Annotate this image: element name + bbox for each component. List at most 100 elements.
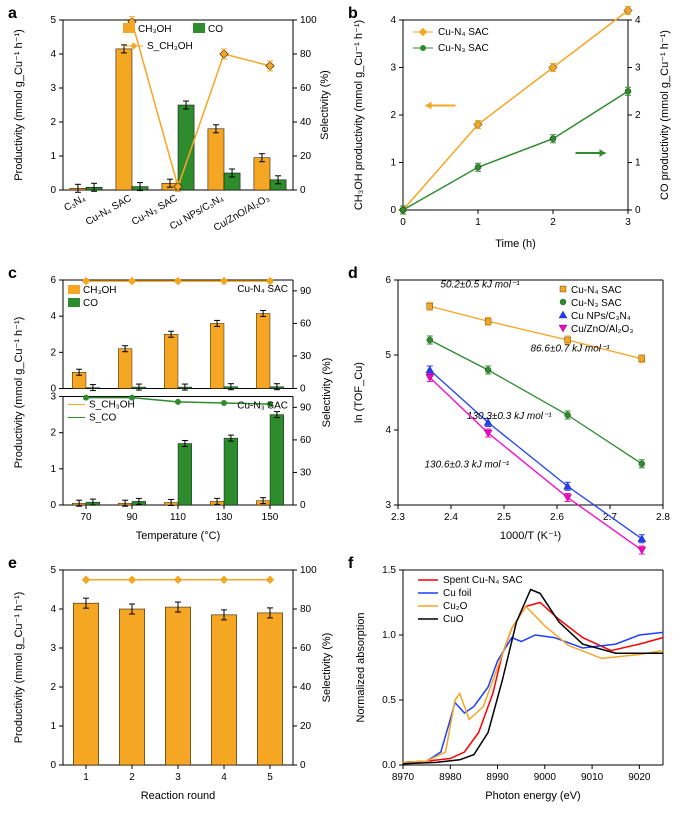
- svg-text:3: 3: [50, 83, 56, 94]
- svg-text:CO: CO: [208, 24, 223, 35]
- svg-text:Cu-N₃ SAC: Cu-N₃ SAC: [571, 298, 622, 309]
- svg-text:60: 60: [300, 435, 312, 446]
- svg-text:3: 3: [50, 392, 56, 403]
- svg-text:C₃N₄: C₃N₄: [62, 193, 87, 214]
- svg-text:2.6: 2.6: [550, 512, 564, 523]
- svg-text:1.5: 1.5: [382, 565, 396, 576]
- svg-text:40: 40: [300, 117, 312, 128]
- svg-text:0: 0: [50, 185, 56, 196]
- svg-text:2: 2: [129, 772, 135, 783]
- panel-e-label: e: [8, 555, 17, 573]
- panel-b-label: b: [348, 5, 358, 23]
- svg-text:S_CH₃OH: S_CH₃OH: [89, 400, 135, 411]
- panel-d: d 34562.32.42.52.62.72.850.2±0.5 kJ mol⁻…: [348, 265, 678, 545]
- svg-text:3: 3: [625, 217, 631, 228]
- svg-text:4: 4: [50, 49, 56, 60]
- svg-text:20: 20: [300, 151, 312, 162]
- svg-text:8970: 8970: [392, 772, 415, 783]
- svg-text:Cu-N₄ SAC: Cu-N₄ SAC: [237, 284, 288, 295]
- svg-text:60: 60: [300, 83, 312, 94]
- svg-text:Normalized absorption: Normalized absorption: [355, 612, 367, 722]
- svg-text:1: 1: [50, 721, 56, 732]
- svg-text:80: 80: [300, 604, 312, 615]
- svg-text:100: 100: [300, 15, 317, 26]
- panel-f-svg: 0.00.51.01.5897089808990900090109020Norm…: [348, 555, 678, 805]
- svg-text:Cu-N₄ SAC: Cu-N₄ SAC: [571, 285, 622, 296]
- svg-text:4: 4: [385, 425, 391, 436]
- panel-f-label: f: [348, 555, 353, 573]
- svg-text:5: 5: [267, 772, 273, 783]
- panel-a: a 012345020406080100C₃N₄Cu-N₄ SACCu-N₃ S…: [8, 5, 338, 255]
- svg-text:0: 0: [300, 185, 306, 196]
- svg-text:6: 6: [385, 275, 391, 286]
- svg-text:1: 1: [635, 158, 641, 169]
- svg-text:2.4: 2.4: [444, 512, 458, 523]
- svg-text:30: 30: [300, 351, 312, 362]
- svg-text:Selectivity (%): Selectivity (%): [319, 70, 331, 140]
- svg-text:4: 4: [50, 604, 56, 615]
- svg-text:40: 40: [300, 682, 312, 693]
- svg-text:5: 5: [50, 15, 56, 26]
- svg-text:150: 150: [262, 512, 279, 523]
- svg-text:4: 4: [50, 311, 56, 322]
- svg-text:Productivity (mmol g_Cu⁻¹ h⁻¹): Productivity (mmol g_Cu⁻¹ h⁻¹): [13, 592, 25, 744]
- svg-text:S_CO: S_CO: [89, 413, 116, 424]
- svg-text:Reaction round: Reaction round: [141, 790, 216, 802]
- svg-text:Selectivity (%): Selectivity (%): [321, 633, 333, 703]
- svg-text:5: 5: [385, 350, 391, 361]
- svg-text:3: 3: [390, 63, 396, 74]
- svg-text:1: 1: [83, 772, 89, 783]
- svg-text:Cu/ZnO/Al₂O₃: Cu/ZnO/Al₂O₃: [571, 324, 633, 335]
- svg-text:50.2±0.5 kJ mol⁻¹: 50.2±0.5 kJ mol⁻¹: [440, 280, 520, 291]
- svg-text:2: 2: [50, 347, 56, 358]
- svg-text:2.7: 2.7: [603, 512, 617, 523]
- svg-text:130.3±0.3 kJ mol⁻¹: 130.3±0.3 kJ mol⁻¹: [467, 411, 552, 422]
- svg-text:90: 90: [126, 512, 138, 523]
- svg-text:Time (h): Time (h): [495, 238, 536, 250]
- svg-text:5: 5: [50, 565, 56, 576]
- svg-text:0: 0: [50, 760, 56, 771]
- svg-text:9010: 9010: [581, 772, 604, 783]
- svg-text:CH₃OH: CH₃OH: [138, 24, 172, 35]
- panel-c-label: c: [8, 265, 17, 283]
- svg-text:3: 3: [385, 500, 391, 511]
- panel-c-svg: 02460306090Cu-N₄ SAC01230306090Cu-N₃ SAC…: [8, 265, 338, 545]
- svg-text:60: 60: [300, 643, 312, 654]
- svg-text:Photon energy (eV): Photon energy (eV): [485, 790, 580, 802]
- svg-text:130: 130: [216, 512, 233, 523]
- svg-text:3: 3: [635, 63, 641, 74]
- svg-text:0: 0: [300, 384, 306, 395]
- svg-text:20: 20: [300, 721, 312, 732]
- svg-text:Temperature (°C): Temperature (°C): [136, 530, 220, 542]
- svg-text:0: 0: [635, 205, 641, 216]
- svg-text:80: 80: [300, 49, 312, 60]
- panel-e-svg: 01234502040608010012345Productivity (mmo…: [8, 555, 338, 805]
- svg-text:CO productivity (mmol g_Cu⁻¹ h: CO productivity (mmol g_Cu⁻¹ h⁻¹): [659, 30, 671, 200]
- svg-text:2.3: 2.3: [391, 512, 405, 523]
- svg-text:Cu₂O: Cu₂O: [443, 601, 468, 612]
- svg-text:0: 0: [390, 205, 396, 216]
- svg-text:3: 3: [50, 643, 56, 654]
- panel-b: b 01234012340123CH₃OH productivity (mmol…: [348, 5, 678, 255]
- svg-text:Productivity (mmol g_Cu⁻¹ h⁻¹): Productivity (mmol g_Cu⁻¹ h⁻¹): [13, 29, 25, 181]
- svg-text:1000/T (K⁻¹): 1000/T (K⁻¹): [500, 530, 561, 542]
- svg-text:8990: 8990: [486, 772, 509, 783]
- svg-text:Cu NPs/C₃N₄: Cu NPs/C₃N₄: [571, 311, 631, 322]
- svg-text:Cu-N₃ SAC: Cu-N₃ SAC: [237, 401, 288, 412]
- svg-text:0: 0: [50, 500, 56, 511]
- svg-text:2: 2: [50, 117, 56, 128]
- svg-text:CH₃OH productivity (mmol g_Cu⁻: CH₃OH productivity (mmol g_Cu⁻¹ h⁻¹): [353, 20, 365, 210]
- panel-f: f 0.00.51.01.5897089808990900090109020No…: [348, 555, 678, 805]
- svg-text:CH₃OH: CH₃OH: [83, 285, 117, 296]
- svg-text:110: 110: [170, 512, 186, 523]
- svg-text:1: 1: [390, 158, 396, 169]
- svg-text:0.5: 0.5: [382, 695, 396, 706]
- svg-text:Productivity (mmol g_Cu⁻¹ h⁻¹): Productivity (mmol g_Cu⁻¹ h⁻¹): [13, 317, 25, 469]
- svg-text:6: 6: [50, 275, 56, 286]
- svg-text:100: 100: [300, 565, 317, 576]
- svg-text:2: 2: [50, 428, 56, 439]
- svg-text:70: 70: [80, 512, 92, 523]
- svg-text:4: 4: [635, 15, 641, 26]
- svg-text:ln (TOF_Cu): ln (TOF_Cu): [353, 362, 365, 423]
- svg-text:1: 1: [50, 151, 56, 162]
